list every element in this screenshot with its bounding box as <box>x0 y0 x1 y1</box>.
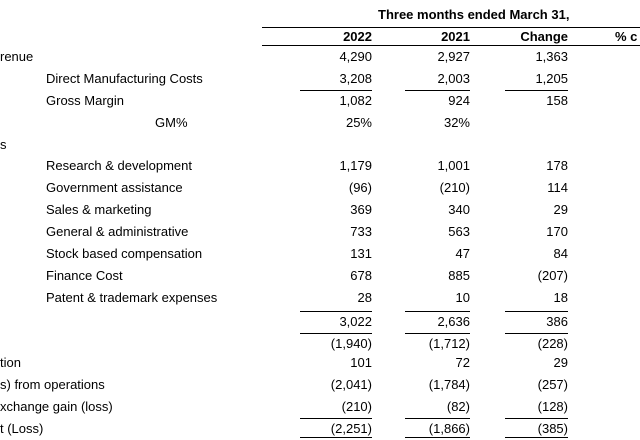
cell-change: (228) <box>537 336 568 351</box>
rule-after-expenses <box>300 311 372 312</box>
cell-change: 18 <box>553 290 568 305</box>
cell-v2022: 4,290 <box>339 49 372 64</box>
cell-v2022: (210) <box>341 399 372 414</box>
row-label: Gross Margin <box>46 93 125 108</box>
cell-v2022: 131 <box>350 246 372 261</box>
cell-v2021: 2,003 <box>437 71 470 86</box>
cell-v2022: 1,082 <box>339 93 372 108</box>
cell-change: 170 <box>546 224 568 239</box>
cell-change: 114 <box>547 180 568 195</box>
row-label: Finance Cost <box>46 268 123 283</box>
cell-v2022: 678 <box>350 268 372 283</box>
cell-change: 158 <box>546 93 568 108</box>
cell-v2022: (2,041) <box>330 377 372 392</box>
col-header-2022: 2022 <box>343 29 372 44</box>
cell-change: 84 <box>553 246 568 261</box>
cell-change: (207) <box>537 268 568 283</box>
rule-after-expenses <box>405 311 470 312</box>
cell-v2021: 32% <box>443 115 470 130</box>
cell-v2021: 885 <box>448 268 470 283</box>
rule-after-expenses <box>505 311 568 312</box>
cell-change: 1,205 <box>535 71 568 86</box>
row-label: Sales & marketing <box>46 202 152 217</box>
cell-v2021: 47 <box>455 246 470 261</box>
col-header-2021: 2021 <box>441 29 470 44</box>
row-label: xchange gain (loss) <box>0 399 113 414</box>
rule-after-total-expenses <box>405 333 470 334</box>
cell-v2021: 340 <box>448 202 470 217</box>
cell-v2022: 28 <box>357 290 372 305</box>
cell-change: 386 <box>546 314 568 329</box>
cell-v2021: 72 <box>455 355 470 370</box>
cell-v2022: 101 <box>350 355 372 370</box>
cell-v2022: 3,022 <box>339 314 372 329</box>
rule-after-fx <box>405 418 470 419</box>
row-label: Research & development <box>46 158 192 173</box>
cell-v2021: 2,636 <box>437 314 470 329</box>
row-label: General & administrative <box>46 224 189 239</box>
row-label: s <box>0 137 7 152</box>
row-label: Stock based compensation <box>46 246 203 261</box>
cell-v2021: (82) <box>446 399 470 414</box>
rule-after-fx <box>300 418 372 419</box>
rule-after-fx <box>505 418 568 419</box>
cell-change: 29 <box>553 202 568 217</box>
cell-v2022: 1,179 <box>339 158 372 173</box>
header-rule <box>262 27 640 28</box>
rule-after-net-loss <box>405 437 470 438</box>
rule-after-net-loss <box>300 437 372 438</box>
cell-v2022: 3,208 <box>339 71 372 86</box>
cell-change: (257) <box>537 377 568 392</box>
period-header: Three months ended March 31, <box>378 7 570 22</box>
rule-after-dmc <box>505 90 568 91</box>
cell-change: 1,363 <box>535 49 568 64</box>
cell-change: (385) <box>537 421 568 436</box>
row-label: tion <box>0 355 21 370</box>
row-label: renue <box>0 49 34 64</box>
cell-v2021: (210) <box>439 180 470 195</box>
cell-change: 29 <box>553 355 568 370</box>
cell-v2021: (1,866) <box>428 421 470 436</box>
cell-change: (128) <box>537 399 568 414</box>
cell-v2022: 25% <box>345 115 372 130</box>
cell-v2021: 563 <box>448 224 470 239</box>
col-header-change: Change <box>520 29 568 44</box>
cell-v2022: 369 <box>350 202 372 217</box>
row-label: Direct Manufacturing Costs <box>46 71 203 86</box>
row-label: t (Loss) <box>0 421 44 436</box>
cell-v2021: (1,712) <box>428 336 470 351</box>
row-label: Government assistance <box>46 180 183 195</box>
cell-v2022: (2,251) <box>330 421 372 436</box>
cell-v2021: 10 <box>455 290 470 305</box>
cell-v2022: 733 <box>350 224 372 239</box>
row-label: Patent & trademark expenses <box>46 290 218 305</box>
rule-after-dmc <box>300 90 372 91</box>
row-label: s) from operations <box>0 377 105 392</box>
rule-after-total-expenses <box>505 333 568 334</box>
rule-after-net-loss <box>505 437 568 438</box>
cell-change: 178 <box>546 158 568 173</box>
header-underline <box>262 45 640 46</box>
cell-v2021: (1,784) <box>428 377 470 392</box>
cell-v2021: 1,001 <box>437 158 470 173</box>
cell-v2022: (96) <box>348 180 372 195</box>
row-label: GM% <box>155 115 188 130</box>
rule-after-dmc <box>405 90 470 91</box>
col-header-pct: % c <box>615 29 638 44</box>
cell-v2022: (1,940) <box>330 336 372 351</box>
cell-v2021: 924 <box>448 93 470 108</box>
rule-after-total-expenses <box>300 333 372 334</box>
cell-v2021: 2,927 <box>437 49 470 64</box>
